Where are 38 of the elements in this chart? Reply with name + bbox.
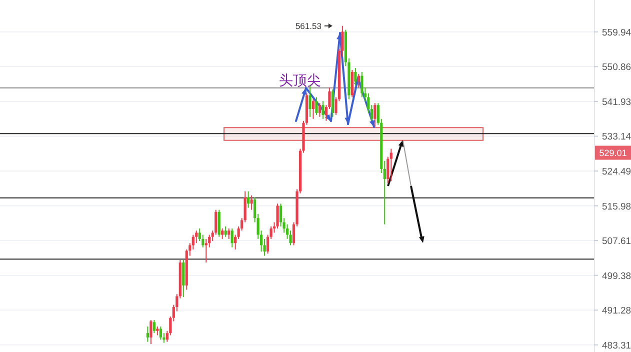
text: 529.01	[599, 148, 627, 158]
y-tick-label: 550.86	[602, 62, 631, 74]
candlestick	[308, 85, 312, 118]
candlestick	[374, 102, 376, 128]
candlestick	[276, 203, 279, 229]
annotation: 头顶尖	[279, 72, 321, 88]
candlestick	[224, 226, 227, 238]
candlestick	[159, 326, 162, 340]
candlestick	[182, 259, 185, 298]
candlestick	[230, 228, 234, 248]
y-tick-label: 524.49	[602, 166, 631, 178]
annotation: 561.53	[295, 20, 322, 31]
y-tick-label: 533.14	[602, 132, 631, 143]
candlestick	[322, 100, 324, 120]
y-tick-label: 483.31	[602, 340, 631, 352]
candlestick	[204, 238, 208, 264]
candlestick	[146, 326, 149, 342]
y-tick-label: 515.98	[602, 201, 631, 212]
y-tick-label: 507.61	[602, 236, 631, 248]
candlestick	[228, 228, 230, 240]
candlestick	[221, 228, 224, 240]
y-tick-label: 491.28	[602, 306, 631, 317]
candlestick	[250, 194, 253, 210]
candlestick	[315, 96, 318, 116]
candlestick	[152, 320, 156, 334]
candlestick	[312, 98, 315, 120]
y-tick-label: 499.38	[602, 270, 631, 282]
y-tick-label: 559.94	[602, 27, 631, 38]
candlestick	[218, 209, 220, 238]
candlestick	[318, 102, 322, 118]
candlestick	[360, 71, 364, 98]
candlestick	[331, 88, 334, 118]
candlestick	[357, 73, 360, 88]
candlestick	[390, 148, 392, 182]
candlestick	[350, 69, 354, 98]
candlestick	[150, 320, 152, 345]
y-tick-label: 541.93	[602, 96, 631, 108]
candlestick	[247, 190, 250, 208]
